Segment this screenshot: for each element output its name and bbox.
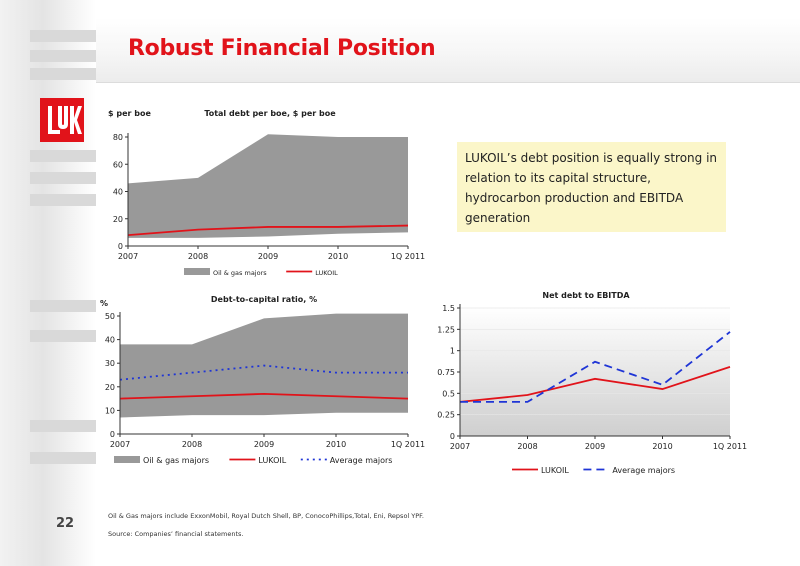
y-tick-label: 0.25 — [437, 411, 455, 420]
decorative-stripe — [30, 50, 96, 62]
x-tick-label: 2009 — [585, 442, 605, 451]
x-tick-label: 2009 — [254, 440, 274, 449]
x-tick-label: 2007 — [450, 442, 470, 451]
series-band-oil-gas-majors — [128, 134, 408, 238]
legend-label: Oil & gas majors — [143, 456, 209, 465]
legend-label: LUKOIL — [315, 269, 338, 277]
decorative-stripe — [30, 194, 96, 206]
decorative-stripe — [30, 172, 96, 184]
y-tick-label: 60 — [113, 160, 123, 169]
x-tick-label: 1Q 2011 — [391, 440, 425, 449]
x-tick-label: 2010 — [652, 442, 672, 451]
decorative-stripe — [30, 420, 96, 432]
y-tick-label: 0 — [118, 242, 123, 251]
legend-label: LUKOIL — [258, 456, 286, 465]
y-tick-label: 1.25 — [437, 325, 455, 334]
x-tick-label: 2008 — [517, 442, 537, 451]
callout-box: LUKOIL’s debt position is equally strong… — [457, 142, 726, 232]
y-tick-label: 30 — [105, 359, 115, 368]
left-decorative-bar — [0, 0, 96, 566]
y-tick-label: 40 — [105, 336, 115, 345]
y-tick-label: 80 — [113, 133, 123, 142]
legend-label: Average majors — [612, 466, 675, 475]
chart-total-debt-per-boe: Total debt per boe, $ per boe$ per boe02… — [108, 109, 425, 277]
y-tick-label: 40 — [113, 188, 123, 197]
x-tick-label: 1Q 2011 — [391, 252, 425, 261]
chart-title: Debt-to-capital ratio, % — [211, 295, 317, 304]
y-tick-label: 20 — [113, 215, 123, 224]
x-tick-label: 2007 — [118, 252, 138, 261]
legend-swatch-oil-gas-majors — [184, 268, 210, 275]
decorative-stripe — [30, 300, 96, 312]
page-title: Robust Financial Position — [128, 36, 436, 61]
lukoil-logo-icon — [40, 98, 84, 142]
page-number: 22 — [56, 516, 75, 531]
y-tick-label: 1 — [450, 347, 455, 356]
series-line-average-majors — [119, 364, 408, 381]
x-tick-label: 2010 — [326, 440, 346, 449]
x-tick-label: 2007 — [110, 440, 130, 449]
y-tick-label: 1.5 — [442, 304, 455, 313]
chart-title: Net debt to EBITDA — [542, 291, 630, 300]
decorative-stripe — [30, 30, 96, 42]
chart-net-debt-to-ebitda: Net debt to EBITDA 0 0.25 0.5 0.75 1 1.25 1.5 20… — [437, 291, 747, 475]
y-tick-label: 0 — [450, 432, 455, 441]
x-tick-label: 2010 — [328, 252, 348, 261]
y-axis-label: % — [100, 299, 108, 308]
x-tick-label: 2008 — [182, 440, 202, 449]
series-line-lukoil — [459, 366, 731, 403]
legend-label: LUKOIL — [541, 466, 569, 475]
decorative-stripe — [30, 330, 96, 342]
y-tick-label: 0.5 — [442, 389, 455, 398]
y-tick-label: 10 — [105, 406, 115, 415]
y-tick-label: 0 — [110, 430, 115, 439]
y-tick-label: 20 — [105, 383, 115, 392]
chart-title: Total debt per boe, $ per boe — [204, 109, 336, 118]
legend-label: Oil & gas majors — [213, 269, 267, 277]
y-tick-label: 0.75 — [437, 368, 455, 377]
y-tick-label: 50 — [105, 312, 115, 321]
decorative-stripe — [30, 452, 96, 464]
legend-swatch-oil-gas-majors — [114, 456, 140, 463]
chart-debt-to-capital: Debt-to-capital ratio, %% 0 10 20 30 40 50 2007… — [100, 295, 425, 465]
company-logo — [40, 98, 84, 142]
x-tick-label: 2009 — [258, 252, 278, 261]
x-tick-label: 2008 — [188, 252, 208, 261]
series-line-lukoil — [119, 392, 409, 400]
series-line-lukoil — [127, 224, 409, 236]
legend-label: Average majors — [330, 456, 393, 465]
footnote-source: Source: Companies’ financial statements. — [108, 530, 244, 538]
decorative-stripe — [30, 150, 96, 162]
series-line-average-majors — [460, 331, 731, 403]
header-band — [96, 18, 800, 83]
footnote-majors: Oil & Gas majors include ExxonMobil, Roy… — [108, 512, 424, 520]
x-tick-label: 1Q 2011 — [713, 442, 747, 451]
y-axis-label: $ per boe — [108, 109, 151, 118]
decorative-stripe — [30, 68, 96, 80]
